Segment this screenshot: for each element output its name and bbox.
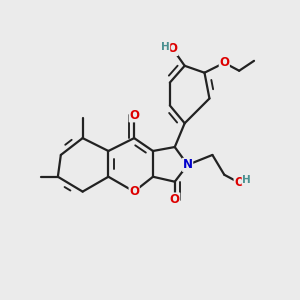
Text: H: H [161,43,170,52]
Text: O: O [219,56,229,69]
Text: O: O [234,176,244,189]
Text: O: O [129,185,139,198]
Text: O: O [170,193,180,206]
Text: N: N [183,158,193,171]
Text: O: O [129,109,139,122]
Text: O: O [168,42,178,56]
Text: H: H [242,175,251,185]
